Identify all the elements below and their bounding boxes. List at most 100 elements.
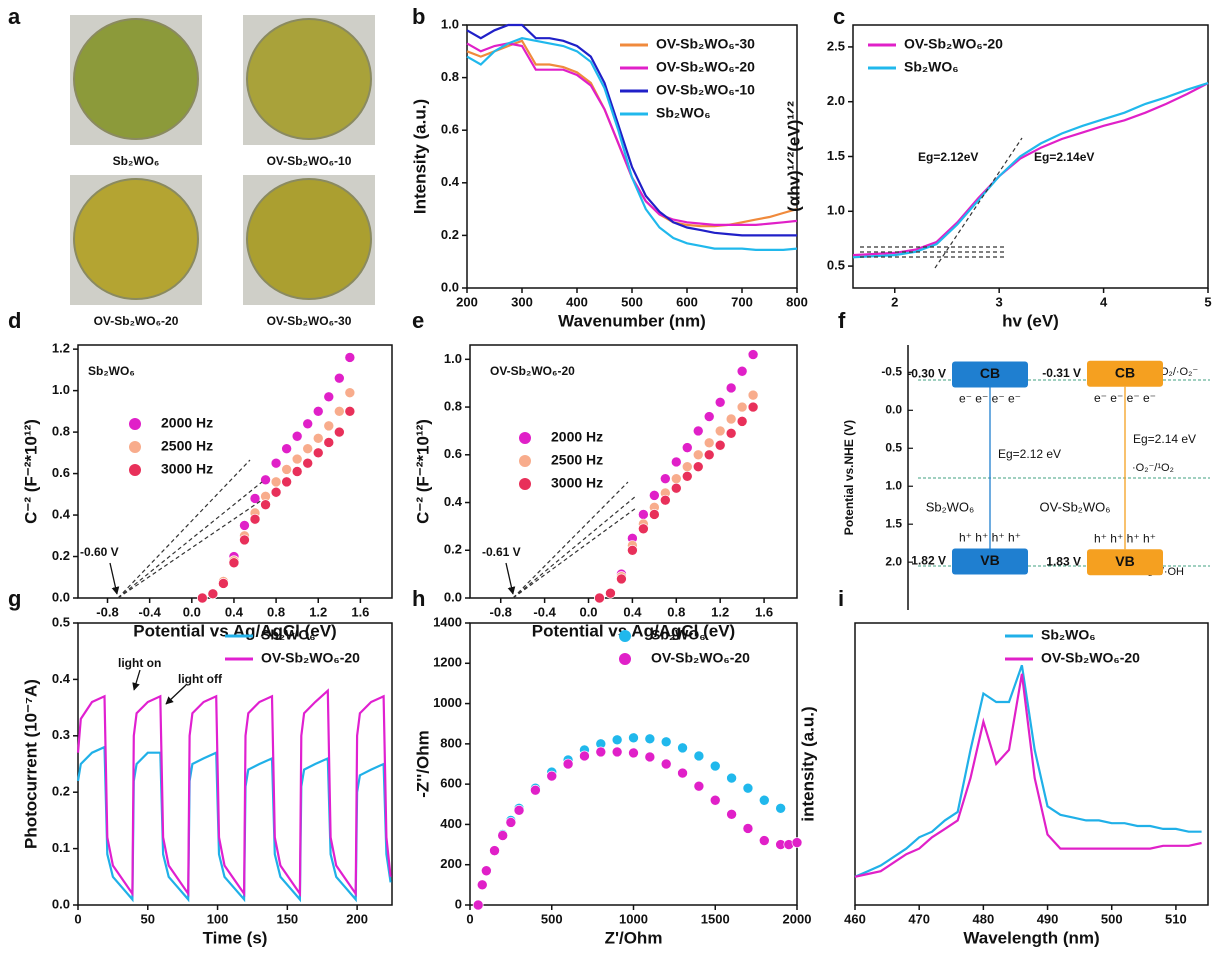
data-point	[323, 391, 335, 403]
data-point	[239, 534, 250, 546]
annotation: Eg=2.14eV	[1034, 150, 1094, 164]
y-tick-label: -0.5	[881, 365, 902, 379]
y-tick-label: 0.6	[441, 122, 459, 137]
y-tick-label: 0.0	[52, 896, 70, 911]
data-point	[638, 523, 649, 535]
guide-line	[934, 137, 1023, 269]
y-axis-label: (αhv)¹ᐟ²(eV)¹ᐟ²	[784, 101, 803, 212]
y-tick-label: 2.0	[827, 93, 845, 108]
data-point	[714, 439, 726, 451]
y-tick-label: 0.0	[885, 402, 902, 416]
x-tick-label: 500	[621, 294, 643, 309]
arrow	[132, 669, 141, 691]
conduction-band	[1087, 360, 1163, 387]
data-point	[334, 406, 345, 417]
data-point	[497, 830, 509, 841]
x-tick-label: 4	[1100, 294, 1108, 309]
y-tick-label: 600	[440, 776, 462, 791]
x-tick-label: 0.4	[225, 604, 244, 619]
y-tick-label: 1000	[433, 695, 462, 710]
x-tick-label: 3	[996, 294, 1003, 309]
data-point	[692, 449, 704, 461]
data-point	[562, 758, 574, 770]
data-point	[714, 396, 726, 408]
data-point	[736, 401, 748, 413]
data-point	[725, 428, 737, 439]
y-tick-label: 800	[440, 735, 462, 750]
data-point	[628, 747, 639, 759]
plot-frame	[77, 344, 393, 599]
panel-letter: a	[8, 4, 21, 29]
x-tick-label: 300	[511, 294, 533, 309]
y-tick-label: 400	[440, 816, 462, 831]
data-point	[472, 899, 484, 911]
annotation: light off	[178, 672, 223, 686]
data-point	[791, 837, 803, 848]
sample-dish	[73, 18, 199, 140]
y-tick-label: 1.0	[885, 478, 902, 492]
legend-marker	[619, 653, 631, 665]
data-point	[670, 456, 682, 468]
x-tick-label: 2	[891, 294, 898, 309]
y-tick-label: 1400	[433, 614, 462, 629]
data-point	[197, 592, 208, 604]
y-axis-label: intensity (a.u.)	[798, 706, 817, 821]
data-point	[775, 803, 786, 814]
photo-label: OV-Sb₂WO₆-30	[267, 314, 352, 328]
electrons: e⁻ e⁻ e⁻ e⁻	[1094, 391, 1156, 405]
legend-marker	[129, 464, 141, 476]
series-line	[466, 37, 798, 251]
y-tick-label: 0.8	[52, 424, 70, 439]
data-point	[218, 578, 229, 589]
series-line	[466, 23, 797, 237]
data-point	[530, 784, 541, 796]
x-tick-label: 600	[676, 294, 698, 309]
data-point	[344, 406, 356, 417]
arrow	[165, 684, 187, 705]
y-tick-label: 0.4	[441, 174, 460, 189]
plot-frame	[77, 622, 393, 906]
x-tick-label: 1500	[701, 911, 730, 926]
y-axis-label: C⁻² (F⁻²*10¹²)	[413, 419, 432, 524]
guide-line	[117, 459, 251, 599]
data-point	[270, 457, 282, 469]
y-tick-label: 0.4	[52, 671, 71, 686]
legend-label: OV-Sb₂WO₆-10	[656, 82, 755, 98]
arrow	[109, 562, 120, 595]
data-point	[323, 437, 335, 448]
x-axis-label: Wavenumber (nm)	[558, 311, 706, 330]
legend-label: Sb₂WO₆	[904, 59, 959, 75]
legend-label: Sb₂WO₆	[1041, 627, 1096, 643]
guide-line	[117, 499, 263, 599]
legend-marker	[519, 478, 531, 490]
holes: h⁺ h⁺ h⁺ h⁺	[1094, 531, 1156, 545]
data-point	[344, 352, 356, 363]
y-tick-label: 0.8	[444, 398, 462, 413]
holes: h⁺ h⁺ h⁺ h⁺	[959, 531, 1021, 545]
legend-label: OV-Sb₂WO₆-20	[1041, 650, 1140, 666]
x-axis-label: Wavelength (nm)	[963, 928, 1099, 947]
data-point	[291, 466, 303, 477]
y-axis-label: C⁻² (F⁻²*10¹²)	[21, 419, 40, 524]
material-name: OV-Sb₂WO₆	[1040, 499, 1111, 514]
data-point	[677, 767, 688, 779]
band-gap: Eg=2.12 eV	[998, 447, 1061, 461]
data-point	[281, 464, 292, 475]
legend-label: 3000 Hz	[161, 461, 213, 477]
x-tick-label: 0.8	[667, 604, 685, 619]
data-point	[681, 461, 693, 473]
y-tick-label: 0.0	[52, 589, 70, 604]
data-point	[638, 509, 649, 520]
vb-potential: 1.82 V	[911, 554, 946, 568]
data-point	[546, 770, 558, 782]
y-tick-label: 0.2	[52, 784, 70, 799]
data-point	[611, 734, 623, 746]
data-point	[249, 493, 261, 504]
redox-label: ·O₂⁻/¹O₂	[1132, 462, 1174, 474]
cb-text: CB	[1115, 364, 1135, 380]
data-point	[693, 750, 705, 762]
data-point	[649, 509, 660, 520]
y-axis-label: Photocurrent (10⁻⁷A)	[21, 679, 40, 849]
x-tick-label: 0.8	[267, 604, 285, 619]
data-point	[312, 447, 324, 459]
